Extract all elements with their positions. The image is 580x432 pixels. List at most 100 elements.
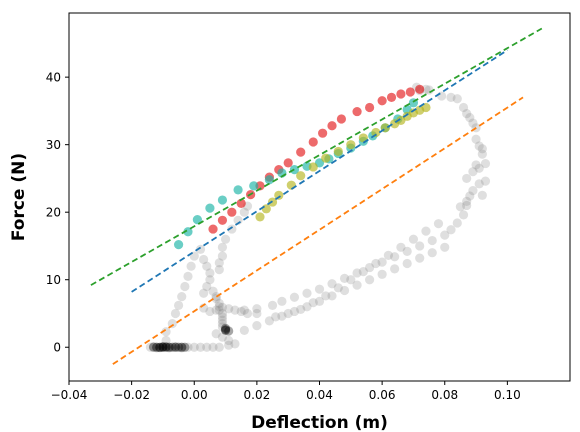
data-point-0-11 bbox=[214, 342, 224, 352]
x-tick-label: 0.02 bbox=[244, 388, 271, 402]
data-point-0-26 bbox=[183, 271, 193, 281]
data-point-0-37 bbox=[211, 292, 221, 302]
data-point-1-12 bbox=[155, 342, 165, 353]
data-point-0-5 bbox=[177, 342, 187, 352]
data-point-0-87 bbox=[452, 218, 462, 228]
data-point-0-10 bbox=[208, 342, 218, 352]
data-point-0-69 bbox=[239, 305, 249, 315]
data-point-0-70 bbox=[252, 304, 262, 314]
data-point-0-124 bbox=[462, 200, 472, 211]
data-point-0-32 bbox=[205, 268, 215, 278]
data-point-0-121 bbox=[462, 196, 472, 206]
data-point-0-80 bbox=[377, 257, 387, 267]
data-point-0-111 bbox=[333, 283, 343, 293]
data-point-0-128 bbox=[474, 141, 484, 151]
data-point-0-110 bbox=[321, 291, 331, 301]
data-point-2-10 bbox=[308, 137, 318, 147]
data-point-0-1 bbox=[152, 342, 162, 352]
data-point-0-119 bbox=[433, 219, 444, 229]
data-point-4-7 bbox=[321, 153, 331, 163]
data-point-0-89 bbox=[239, 325, 249, 335]
data-point-0-65 bbox=[227, 224, 237, 234]
data-point-0-116 bbox=[396, 242, 406, 252]
data-point-0-29 bbox=[199, 288, 209, 298]
data-point-1-3 bbox=[158, 342, 168, 352]
data-point-1-15 bbox=[224, 326, 234, 336]
data-point-0-2 bbox=[158, 342, 168, 352]
data-point-0-39 bbox=[214, 298, 224, 308]
x-axis: −0.04 −0.02 0.00 0.02 0.04 0.06 0.08 0.10 bbox=[51, 381, 521, 402]
data-point-0-19 bbox=[161, 335, 171, 346]
data-point-2-9 bbox=[296, 147, 306, 157]
data-point-0-20 bbox=[161, 327, 171, 337]
data-point-0-16 bbox=[170, 341, 181, 352]
data-point-0-24 bbox=[177, 292, 187, 302]
data-point-0-76 bbox=[327, 279, 337, 289]
data-point-1-6 bbox=[167, 342, 177, 352]
data-point-2-19 bbox=[405, 87, 415, 97]
data-point-1-0 bbox=[148, 342, 159, 352]
data-point-0-12 bbox=[224, 340, 234, 350]
data-point-0-96 bbox=[327, 291, 337, 301]
data-point-0-117 bbox=[408, 234, 419, 244]
data-point-0-58 bbox=[224, 335, 234, 346]
data-point-0-46 bbox=[217, 322, 228, 332]
data-point-0-56 bbox=[211, 329, 221, 339]
data-point-4-6 bbox=[308, 162, 318, 172]
data-point-0-140 bbox=[471, 160, 481, 170]
data-point-0-79 bbox=[365, 262, 375, 273]
data-point-0-50 bbox=[217, 302, 228, 312]
data-point-2-13 bbox=[336, 114, 347, 124]
data-point-3-1 bbox=[183, 227, 193, 237]
data-point-0-114 bbox=[371, 258, 381, 269]
data-point-0-106 bbox=[271, 312, 281, 322]
fit-line-7 bbox=[90, 27, 543, 286]
data-point-1-10 bbox=[180, 342, 190, 352]
fit-line-5 bbox=[131, 49, 508, 293]
data-point-0-63 bbox=[217, 242, 228, 252]
data-point-0-92 bbox=[277, 311, 287, 321]
data-point-0-125 bbox=[474, 179, 484, 189]
data-point-0-0 bbox=[145, 342, 156, 352]
data-point-0-86 bbox=[446, 225, 456, 235]
data-point-0-93 bbox=[289, 306, 300, 317]
data-point-4-0 bbox=[255, 212, 265, 222]
data-point-0-81 bbox=[390, 252, 400, 262]
data-point-0-122 bbox=[465, 191, 475, 201]
data-point-0-41 bbox=[214, 305, 224, 315]
data-point-0-13 bbox=[152, 343, 162, 353]
data-point-4-5 bbox=[296, 171, 306, 181]
plot-frame bbox=[68, 12, 571, 382]
data-point-0-91 bbox=[264, 316, 274, 326]
data-point-0-64 bbox=[220, 234, 231, 244]
data-point-0-129 bbox=[471, 134, 481, 144]
data-point-0-99 bbox=[365, 275, 375, 285]
data-point-0-51 bbox=[224, 304, 234, 314]
data-point-0-52 bbox=[230, 305, 240, 315]
data-point-0-97 bbox=[339, 285, 350, 296]
data-point-0-9 bbox=[202, 342, 212, 352]
data-point-4-11 bbox=[371, 127, 381, 138]
x-tick-label: 0.06 bbox=[369, 388, 396, 402]
data-point-2-20 bbox=[415, 84, 425, 94]
fit-line-6 bbox=[112, 96, 524, 365]
data-point-2-1 bbox=[217, 215, 228, 225]
data-point-0-94 bbox=[302, 302, 312, 312]
data-point-0-135 bbox=[437, 91, 447, 101]
data-point-0-6 bbox=[183, 342, 193, 352]
data-point-0-40 bbox=[214, 302, 224, 312]
data-point-0-102 bbox=[402, 258, 412, 269]
data-point-3-4 bbox=[217, 195, 228, 205]
data-point-4-10 bbox=[358, 133, 368, 143]
data-point-0-75 bbox=[314, 284, 325, 294]
data-point-0-71 bbox=[267, 300, 278, 310]
data-point-0-141 bbox=[477, 144, 487, 154]
data-point-1-9 bbox=[177, 342, 187, 352]
data-point-0-23 bbox=[173, 300, 184, 310]
data-point-0-53 bbox=[236, 306, 246, 317]
data-point-0-74 bbox=[302, 288, 312, 298]
data-point-0-15 bbox=[164, 343, 174, 353]
data-point-0-35 bbox=[195, 244, 206, 254]
y-tick-label: 10 bbox=[46, 273, 61, 287]
